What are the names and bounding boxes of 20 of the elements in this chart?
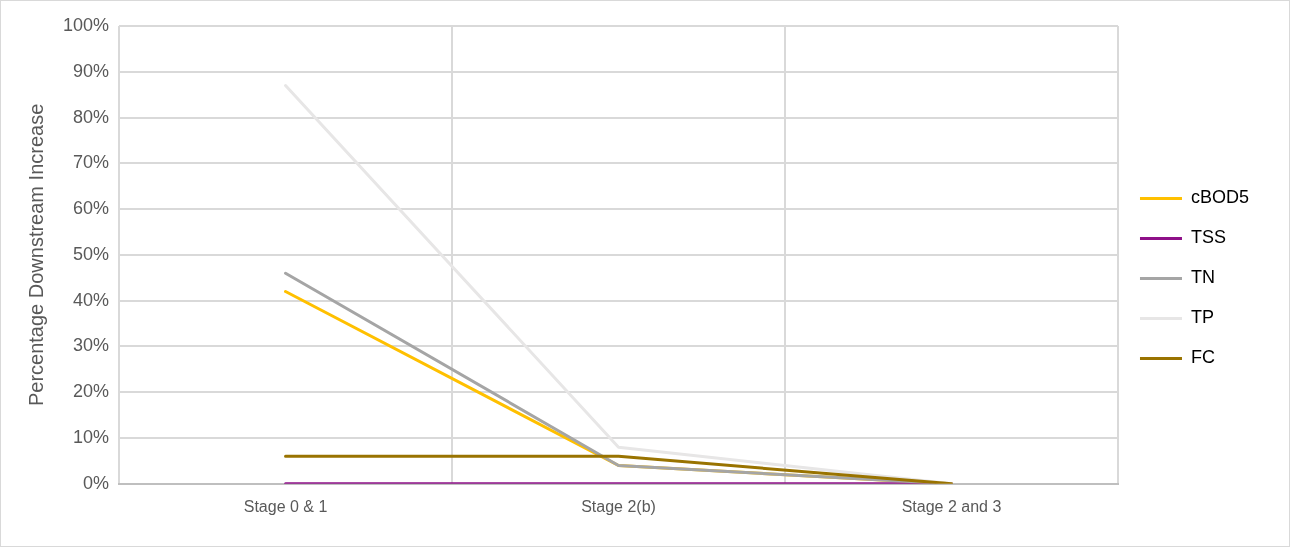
x-tick-label: Stage 0 & 1 [243, 497, 328, 515]
x-tick-label: Stage 2(b) [581, 497, 656, 515]
y-tick-label: 60% [73, 198, 110, 219]
legend-label: TN [1190, 267, 1215, 288]
y-tick-label: 50% [73, 243, 110, 264]
y-tick-label: 70% [73, 152, 110, 173]
y-tick-label: 10% [73, 426, 110, 447]
legend-label: FC [1190, 347, 1215, 368]
y-tick-label: 100% [62, 14, 110, 35]
y-tick-label: 20% [73, 381, 110, 402]
y-axis-title: Percentage Downstream Increase [24, 103, 47, 407]
y-tick-label: 40% [73, 289, 110, 310]
legend-label: cBOD5 [1190, 187, 1250, 208]
x-tick-label: Stage 2 and 3 [901, 497, 1002, 515]
legend-label: TSS [1190, 227, 1226, 248]
y-tick-label: 80% [73, 106, 110, 127]
y-tick-label: 30% [73, 335, 110, 356]
legend-label: TP [1190, 307, 1214, 328]
y-tick-label: 90% [73, 60, 110, 81]
y-tick-label: 0% [83, 472, 110, 493]
